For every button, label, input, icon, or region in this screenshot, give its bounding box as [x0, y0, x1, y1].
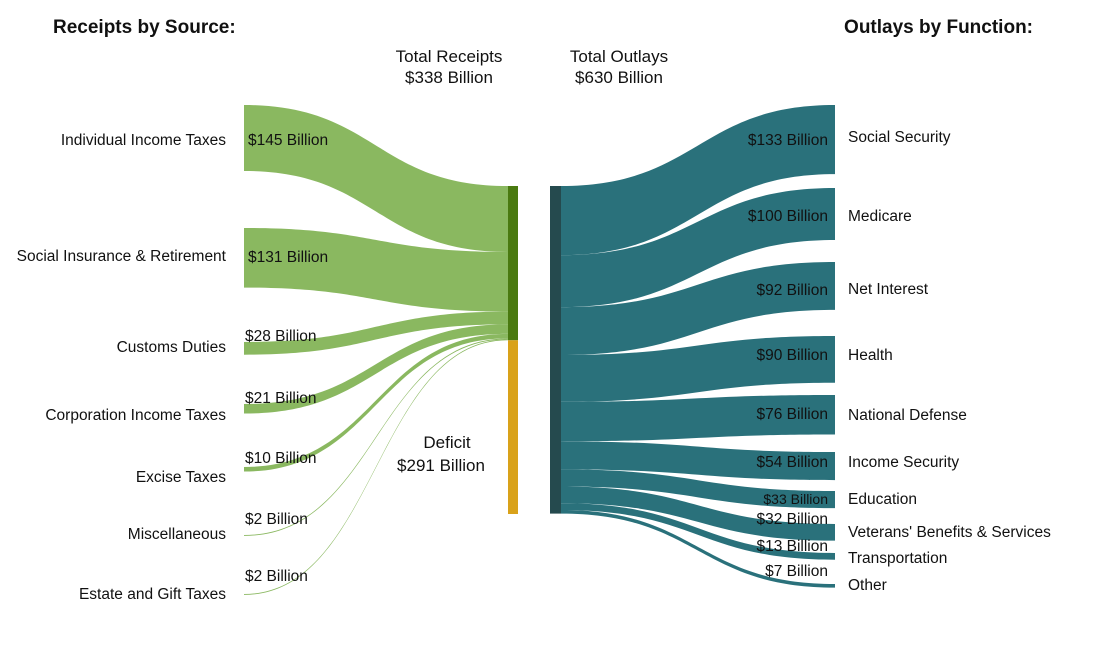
- receipt-flows: [244, 105, 508, 595]
- receipt-label-miscellaneous: Miscellaneous: [128, 526, 226, 543]
- outlay-value-net-interest: $92 Billion: [756, 282, 828, 299]
- outlay-label-national-defense: National Defense: [848, 407, 967, 424]
- receipt-value-excise-taxes: $10 Billion: [245, 450, 317, 467]
- receipts-title: Receipts by Source:: [53, 17, 236, 38]
- receipt-value-customs-duties: $28 Billion: [245, 328, 317, 345]
- outlay-label-health: Health: [848, 347, 893, 364]
- receipt-value-corporation-income-taxes: $21 Billion: [245, 390, 317, 407]
- receipt-value-miscellaneous: $2 Billion: [245, 511, 308, 528]
- outlays-title: Outlays by Function:: [844, 17, 1033, 38]
- receipt-label-estate-and-gift-taxes: Estate and Gift Taxes: [79, 586, 226, 603]
- flow-medicare: [561, 188, 835, 308]
- flow-corporation-income-taxes: [244, 324, 508, 414]
- flow-transportation: [561, 503, 835, 560]
- flow-national-defense: [561, 395, 835, 442]
- deficit-value: $291 Billion: [397, 456, 485, 475]
- flow-social-insurance-retirement: [244, 228, 508, 312]
- total-receipts-label: Total Receipts: [396, 47, 503, 66]
- flow-education: [561, 469, 835, 509]
- receipt-label-customs-duties: Customs Duties: [117, 339, 227, 356]
- outlay-value-medicare: $100 Billion: [748, 208, 828, 225]
- total-bars: [508, 186, 561, 514]
- receipt-label-excise-taxes: Excise Taxes: [136, 469, 226, 486]
- outlay-label-income-security: Income Security: [848, 454, 959, 471]
- flow-net-interest: [561, 262, 835, 355]
- outlay-flows: [561, 105, 835, 588]
- flow-other: [561, 509, 835, 588]
- flow-estate-and-gift-taxes: [244, 339, 508, 595]
- outlay-label-net-interest: Net Interest: [848, 281, 929, 298]
- outlay-value-health: $90 Billion: [756, 347, 828, 364]
- receipt-value-social-insurance-retirement: $131 Billion: [248, 249, 328, 266]
- outlay-value-national-defense: $76 Billion: [756, 406, 828, 423]
- flow-health: [561, 336, 835, 402]
- outlay-label-medicare: Medicare: [848, 208, 912, 225]
- flow-miscellaneous: [244, 338, 508, 536]
- flow-social-security: [561, 105, 835, 256]
- flow-individual-income-taxes: [244, 105, 508, 252]
- total-receipts-value: $338 Billion: [405, 68, 493, 87]
- outlay-label-education: Education: [848, 491, 917, 508]
- total-outlays-value: $630 Billion: [575, 68, 663, 87]
- outlay-value-education: $33 Billion: [763, 491, 828, 507]
- outlay-value-transportation: $13 Billion: [756, 538, 828, 555]
- outlay-label-other: Other: [848, 577, 887, 594]
- outlay-label-social-security: Social Security: [848, 129, 951, 146]
- deficit-label: Deficit: [423, 433, 471, 452]
- chart-labels: Individual Income Taxes $145 Billion Socia…: [17, 129, 1051, 603]
- outlay-value-income-security: $54 Billion: [756, 454, 828, 471]
- receipt-value-estate-and-gift-taxes: $2 Billion: [245, 568, 308, 585]
- total-receipts-bar: [508, 186, 518, 341]
- flow-income-security: [561, 441, 835, 481]
- outlay-label-veterans-benefits-services: Veterans' Benefits & Services: [848, 524, 1051, 541]
- flow-veterans-benefits-services: [561, 486, 835, 541]
- flow-customs-duties: [244, 311, 508, 355]
- receipt-label-corporation-income-taxes: Corporation Income Taxes: [45, 407, 226, 424]
- outlay-value-social-security: $133 Billion: [748, 132, 828, 149]
- total-outlays-bar: [550, 186, 561, 514]
- outlay-value-veterans-benefits-services: $32 Billion: [756, 511, 828, 528]
- total-outlays-label: Total Outlays: [570, 47, 668, 66]
- deficit-bar: [508, 340, 518, 514]
- receipt-label-individual-income-taxes: Individual Income Taxes: [61, 132, 226, 149]
- receipt-label-social-insurance-retirement: Social Insurance & Retirement: [17, 248, 227, 265]
- outlay-value-other: $7 Billion: [765, 563, 828, 580]
- outlay-label-transportation: Transportation: [848, 550, 947, 567]
- flow-excise-taxes: [244, 333, 508, 472]
- receipt-value-individual-income-taxes: $145 Billion: [248, 132, 328, 149]
